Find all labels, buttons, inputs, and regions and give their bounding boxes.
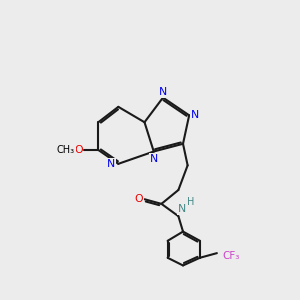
Text: N: N (178, 204, 186, 214)
Text: O: O (134, 194, 143, 204)
Text: N: N (191, 110, 200, 120)
Text: N: N (150, 154, 158, 164)
Text: H: H (187, 197, 194, 207)
Text: N: N (159, 87, 167, 97)
Text: N: N (106, 159, 115, 169)
Text: CH₃: CH₃ (57, 145, 75, 155)
Text: O: O (74, 145, 82, 155)
Text: CF₃: CF₃ (222, 251, 239, 261)
